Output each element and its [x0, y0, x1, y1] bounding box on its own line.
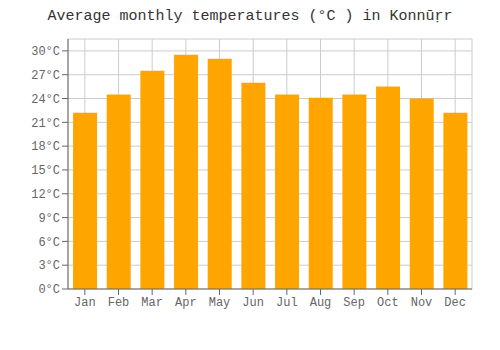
svg-text:Feb: Feb — [108, 296, 130, 310]
svg-text:Jun: Jun — [242, 296, 264, 310]
svg-text:Sep: Sep — [343, 296, 365, 310]
svg-text:May: May — [209, 296, 231, 310]
svg-text:3°C: 3°C — [38, 259, 60, 273]
svg-text:Dec: Dec — [444, 296, 466, 310]
svg-text:Apr: Apr — [175, 296, 197, 310]
svg-text:27°C: 27°C — [31, 69, 60, 83]
html-text:Average monthly temperatures (: Average monthly temperatures (°C ) in Ko… — [47, 8, 453, 25]
svg-text:Jul: Jul — [276, 296, 298, 310]
svg-text:24°C: 24°C — [31, 93, 60, 107]
svg-text:21°C: 21°C — [31, 117, 60, 131]
svg-text:0°C: 0°C — [38, 283, 60, 297]
svg-text:Aug: Aug — [310, 296, 332, 310]
svg-text:Jan: Jan — [74, 296, 96, 310]
svg-text:12°C: 12°C — [31, 188, 60, 202]
svg-text:Nov: Nov — [411, 296, 433, 310]
svg-text:18°C: 18°C — [31, 140, 60, 154]
svg-text:30°C: 30°C — [31, 45, 60, 59]
svg-text:9°C: 9°C — [38, 212, 60, 226]
svg-text:Mar: Mar — [141, 296, 163, 310]
svg-text:6°C: 6°C — [38, 236, 60, 250]
svg-text:15°C: 15°C — [31, 164, 60, 178]
svg-text:Oct: Oct — [377, 296, 399, 310]
